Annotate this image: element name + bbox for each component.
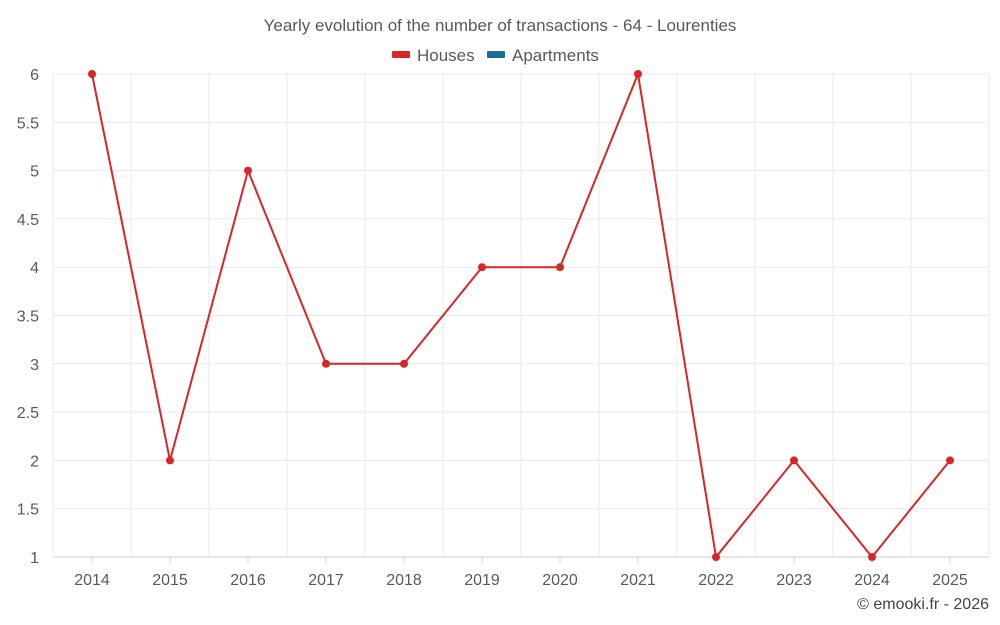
data-point-houses[interactable] [868, 553, 876, 561]
data-point-houses[interactable] [322, 359, 330, 368]
x-tick-label: 2021 [620, 572, 656, 589]
legend-swatch-apartments [487, 51, 505, 58]
x-tick-label: 2023 [776, 572, 812, 589]
y-axis-ticks: 1 1.5 2 2.5 3 3.5 4 4.5 5 5.5 6 [17, 67, 39, 567]
x-tick-label: 2024 [854, 572, 890, 589]
y-tick-label: 1 [30, 550, 39, 567]
x-tick-label: 2025 [932, 572, 968, 589]
credit-text: © emooki.fr - 2026 [857, 596, 989, 613]
data-point-houses[interactable] [712, 553, 720, 561]
data-point-houses[interactable] [790, 456, 798, 465]
y-tick-label: 3 [30, 357, 39, 374]
data-point-houses[interactable] [634, 70, 642, 78]
data-point-houses[interactable] [400, 359, 408, 368]
y-tick-label: 6 [30, 67, 39, 84]
legend-item-apartments[interactable]: Apartments [487, 46, 599, 65]
legend-label-apartments: Apartments [512, 46, 599, 65]
x-tick-label: 2016 [230, 572, 266, 589]
series-line-houses [91, 73, 951, 558]
x-tick-label: 2017 [308, 572, 344, 589]
y-tick-label: 2 [30, 453, 39, 470]
x-tick-label: 2014 [74, 572, 110, 589]
data-point-houses[interactable] [556, 263, 564, 272]
y-tick-label: 5 [30, 164, 39, 181]
data-point-houses[interactable] [946, 456, 954, 465]
legend: Houses Apartments [392, 46, 599, 65]
y-tick-label: 5.5 [17, 115, 39, 132]
data-point-houses[interactable] [166, 456, 174, 465]
x-tick-label: 2020 [542, 572, 578, 589]
series-layer [88, 70, 954, 561]
y-tick-label: 4 [30, 260, 39, 277]
x-tick-label: 2022 [698, 572, 734, 589]
y-tick-label: 4.5 [17, 212, 39, 229]
data-point-houses[interactable] [244, 166, 252, 175]
legend-item-houses[interactable]: Houses [392, 46, 475, 65]
data-point-houses[interactable] [88, 70, 96, 78]
y-tick-label: 3.5 [17, 309, 39, 326]
x-tick-label: 2018 [386, 572, 422, 589]
y-tick-label: 2.5 [17, 405, 39, 422]
y-tick-label: 1.5 [17, 502, 39, 519]
chart-title: Yearly evolution of the number of transa… [264, 16, 737, 35]
data-point-houses[interactable] [478, 263, 486, 272]
x-tick-label: 2019 [464, 572, 500, 589]
grid [52, 73, 990, 557]
x-tick-label: 2015 [152, 572, 188, 589]
legend-label-houses: Houses [417, 46, 475, 65]
x-axis-ticks: 2014 2015 2016 2017 2018 2019 2020 2021 2022 2023… [74, 557, 968, 589]
legend-swatch-houses [392, 51, 410, 58]
